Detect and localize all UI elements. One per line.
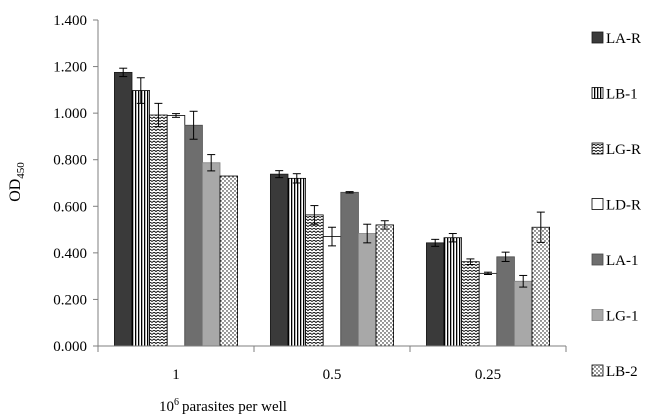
x-tick-label: 0.25 — [475, 367, 501, 383]
error-bar — [484, 271, 492, 276]
legend-item-ld-r: LD-R — [591, 198, 641, 214]
y-tick-label: 0.200 — [53, 292, 87, 308]
bar-lb-2-1 — [375, 224, 395, 347]
legend-item-lg-1: LG-1 — [591, 309, 639, 325]
bar-ld-r-2 — [478, 272, 498, 347]
x-tick-label: 1 — [172, 367, 180, 383]
bar-lg-1-1 — [357, 233, 377, 347]
error-bar — [328, 226, 336, 247]
legend-swatch — [591, 87, 604, 99]
y-tick-label: 0.800 — [53, 153, 87, 169]
bar-lg-1-2 — [514, 280, 533, 347]
x-tick-label: 0.5 — [323, 367, 342, 383]
y-tick-label: 0.600 — [53, 199, 87, 215]
legend-item-lg-r: LG-R — [591, 142, 641, 158]
bar-lb-2-2 — [531, 226, 551, 347]
x-axis-title: 106 parasites per well — [159, 397, 287, 415]
y-tick-label: 1.200 — [53, 60, 87, 76]
legend-label: LB-1 — [606, 87, 638, 103]
bar-lg-1-0 — [201, 162, 221, 347]
x-axis-title-text: parasites per well — [182, 399, 287, 415]
x-axis-title-superscript: 6 — [174, 397, 179, 408]
legend-swatch — [591, 198, 604, 210]
legend-item-la-r: LA-R — [591, 31, 641, 47]
error-bar — [363, 223, 372, 244]
error-bar — [431, 238, 440, 247]
error-bar — [154, 102, 163, 128]
error-bar — [172, 113, 180, 118]
bar-lb-1-2 — [443, 237, 463, 347]
bar-la-r-2 — [425, 242, 445, 347]
bar-lg-r-0 — [149, 114, 168, 347]
error-bar — [207, 154, 216, 172]
error-bar — [448, 233, 457, 243]
y-axis-title-subscript: 450 — [15, 162, 27, 179]
bar-lb-2-0 — [219, 175, 239, 347]
bar-la-1-1 — [340, 191, 359, 347]
bar-lb-1-0 — [131, 90, 151, 347]
bar-ld-r-1 — [322, 236, 342, 347]
y-axis: 0.000 0.200 0.400 0.600 0.800 1.000 1.200 1.400 — [53, 13, 99, 355]
y-axis-title: OD450 — [7, 162, 27, 202]
legend-label: LB-2 — [606, 364, 638, 380]
legend-label: LA-R — [606, 31, 641, 47]
y-tick-label: 0.400 — [53, 246, 87, 262]
y-tick-label: 0.000 — [53, 339, 87, 355]
error-bar — [536, 211, 545, 243]
error-bar — [466, 258, 475, 265]
legend-swatch — [591, 309, 604, 321]
y-tick-label: 1.400 — [53, 13, 87, 29]
y-tick-label: 1.000 — [53, 106, 87, 122]
legend-label: LG-1 — [606, 309, 639, 325]
legend: LA-R LB-1 LG-R LD-R LA-1 LG-1 LB-2 — [591, 31, 641, 380]
legend-swatch — [591, 364, 604, 377]
error-bar — [345, 191, 354, 194]
bar-la-r-1 — [269, 173, 289, 347]
error-bar — [380, 220, 389, 230]
bar-la-1-2 — [496, 256, 515, 347]
legend-swatch — [591, 253, 604, 266]
legend-label: LD-R — [606, 198, 641, 214]
bar-la-r-0 — [114, 71, 133, 347]
legend-swatch — [591, 31, 604, 44]
legend-label: LA-1 — [606, 253, 639, 269]
bar-la-1-0 — [184, 124, 203, 347]
legend-item-la-1: LA-1 — [591, 253, 639, 269]
error-bar — [136, 77, 145, 104]
legend-label: LG-R — [606, 142, 641, 158]
error-bar — [501, 251, 510, 262]
legend-item-lb-2: LB-2 — [591, 364, 638, 380]
error-bar — [119, 67, 128, 78]
bar-lg-r-1 — [305, 214, 324, 347]
legend-item-lb-1: LB-1 — [591, 87, 638, 103]
x-axis-title-base: 10 — [159, 399, 174, 415]
plot-area — [114, 67, 551, 347]
error-bar — [275, 170, 284, 179]
error-bar — [189, 110, 198, 140]
x-axis: 1 0.5 0.25 — [97, 345, 567, 383]
bar-ld-r-0 — [166, 115, 186, 347]
legend-swatch — [591, 142, 604, 155]
error-bar — [310, 205, 319, 225]
bar-lg-r-2 — [461, 261, 480, 347]
error-bar — [519, 274, 528, 288]
error-bar — [292, 173, 301, 184]
bar-lb-1-1 — [287, 177, 307, 347]
